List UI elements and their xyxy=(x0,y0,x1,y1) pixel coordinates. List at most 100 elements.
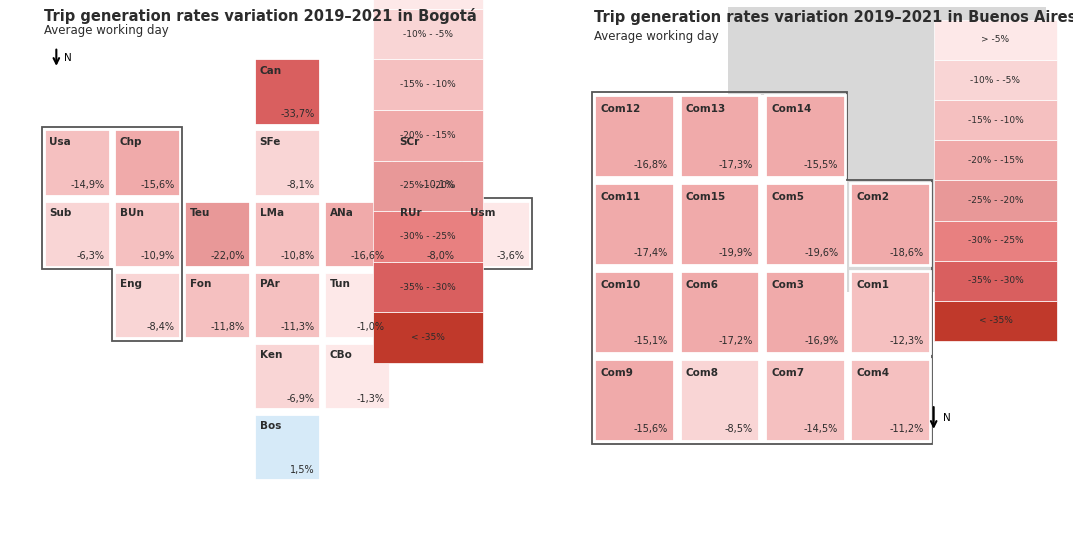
Text: -16,6%: -16,6% xyxy=(351,251,385,261)
Text: BUn: BUn xyxy=(119,208,144,218)
Bar xyxy=(324,201,389,267)
Bar xyxy=(254,414,320,481)
Text: -22,0%: -22,0% xyxy=(210,251,245,261)
Text: -6,3%: -6,3% xyxy=(76,251,105,261)
Bar xyxy=(679,359,760,441)
Text: CBo: CBo xyxy=(329,350,353,360)
Text: -1,0%: -1,0% xyxy=(357,322,385,332)
Text: Bos: Bos xyxy=(260,421,281,431)
Text: < -35%: < -35% xyxy=(411,333,445,342)
Text: Fon: Fon xyxy=(190,279,211,289)
Text: N: N xyxy=(942,413,951,423)
Bar xyxy=(934,20,1057,60)
Text: -16,8%: -16,8% xyxy=(634,160,667,170)
Text: ANa: ANa xyxy=(329,208,353,218)
Text: LMa: LMa xyxy=(260,208,283,218)
Text: Eng: Eng xyxy=(119,279,142,289)
Text: Com4: Com4 xyxy=(856,368,890,378)
Text: -15% - -10%: -15% - -10% xyxy=(400,80,456,89)
Text: -15,5%: -15,5% xyxy=(804,160,838,170)
Text: -6,9%: -6,9% xyxy=(286,394,314,404)
Text: Com3: Com3 xyxy=(771,280,804,290)
Text: -16,9%: -16,9% xyxy=(804,336,838,346)
Bar xyxy=(373,0,483,9)
Text: < -35%: < -35% xyxy=(979,316,1013,326)
Bar xyxy=(850,183,930,265)
Text: Com11: Com11 xyxy=(601,192,641,202)
Text: Com12: Com12 xyxy=(601,104,641,114)
Bar xyxy=(395,129,460,196)
Text: -35% - -30%: -35% - -30% xyxy=(400,283,456,292)
Text: Ken: Ken xyxy=(260,350,282,360)
Text: Usa: Usa xyxy=(49,137,71,147)
Text: -8,0%: -8,0% xyxy=(427,251,455,261)
Text: -10,1%: -10,1% xyxy=(421,180,455,190)
Text: Chp: Chp xyxy=(119,137,142,147)
Text: -33,7%: -33,7% xyxy=(280,109,314,119)
Bar xyxy=(765,359,844,441)
Text: Com1: Com1 xyxy=(856,280,890,290)
Bar xyxy=(373,312,483,363)
Bar xyxy=(465,201,530,267)
Bar xyxy=(934,301,1057,341)
Text: PAr: PAr xyxy=(260,279,279,289)
Bar xyxy=(395,201,460,267)
Bar xyxy=(115,129,180,196)
Text: -17,4%: -17,4% xyxy=(633,248,667,258)
Text: -30% - -25%: -30% - -25% xyxy=(400,232,456,241)
Bar xyxy=(324,272,389,338)
Text: Com9: Com9 xyxy=(601,368,633,378)
Text: -15,1%: -15,1% xyxy=(633,336,667,346)
Text: Tun: Tun xyxy=(329,279,351,289)
Text: -11,2%: -11,2% xyxy=(890,424,924,434)
Text: -14,9%: -14,9% xyxy=(71,180,105,190)
Text: -20% - -15%: -20% - -15% xyxy=(968,156,1024,165)
Text: -15,6%: -15,6% xyxy=(633,424,667,434)
Bar xyxy=(373,110,483,161)
Text: Sub: Sub xyxy=(49,208,72,218)
Bar xyxy=(44,201,109,267)
Text: -14,5%: -14,5% xyxy=(804,424,838,434)
Bar xyxy=(934,261,1057,301)
Text: Average working day: Average working day xyxy=(44,24,170,37)
Bar xyxy=(254,272,320,338)
Bar xyxy=(115,272,180,338)
Text: -11,8%: -11,8% xyxy=(210,322,245,332)
Text: -18,6%: -18,6% xyxy=(890,248,924,258)
Text: -20% - -15%: -20% - -15% xyxy=(400,131,456,140)
Bar xyxy=(934,140,1057,180)
Bar xyxy=(850,271,930,353)
Text: Com15: Com15 xyxy=(686,192,726,202)
Text: -12,3%: -12,3% xyxy=(890,336,924,346)
Bar xyxy=(373,161,483,211)
Bar xyxy=(850,359,930,441)
Text: -25% - -20%: -25% - -20% xyxy=(968,196,1024,205)
Text: > -5%: > -5% xyxy=(982,35,1010,45)
Text: -10,9%: -10,9% xyxy=(141,251,175,261)
Bar xyxy=(727,7,1046,95)
Text: -8,5%: -8,5% xyxy=(725,424,753,434)
Text: -15,6%: -15,6% xyxy=(141,180,175,190)
Bar xyxy=(934,180,1057,221)
Bar xyxy=(765,271,844,353)
Text: SCr: SCr xyxy=(399,137,420,147)
Bar xyxy=(679,271,760,353)
Bar xyxy=(254,129,320,196)
Bar xyxy=(679,183,760,265)
Bar xyxy=(324,343,389,409)
Bar xyxy=(254,58,320,124)
Text: Can: Can xyxy=(260,65,282,75)
Text: -15% - -10%: -15% - -10% xyxy=(968,116,1024,125)
Text: Average working day: Average working day xyxy=(594,30,719,43)
Bar xyxy=(115,201,180,267)
Text: -10,8%: -10,8% xyxy=(281,251,314,261)
Text: -10% - -5%: -10% - -5% xyxy=(970,75,1020,85)
Bar xyxy=(594,183,674,265)
Text: Com7: Com7 xyxy=(771,368,805,378)
Text: -17,2%: -17,2% xyxy=(719,336,753,346)
Text: Com5: Com5 xyxy=(771,192,804,202)
Bar xyxy=(848,92,1046,292)
Text: N: N xyxy=(64,53,72,63)
Bar xyxy=(765,95,844,177)
Text: Com6: Com6 xyxy=(686,280,719,290)
